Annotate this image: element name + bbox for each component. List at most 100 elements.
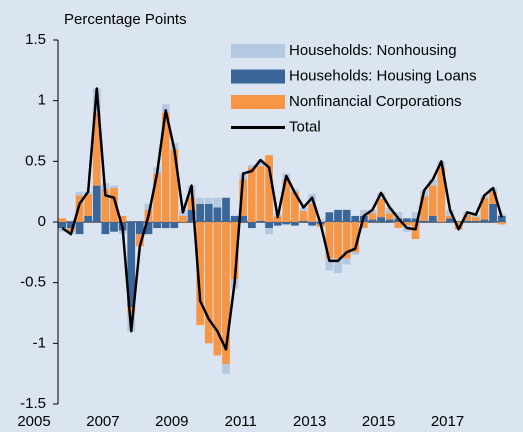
bar xyxy=(101,189,110,222)
bar xyxy=(359,209,368,216)
bar xyxy=(135,234,144,247)
bar xyxy=(463,220,472,222)
bar xyxy=(170,222,179,229)
bar xyxy=(58,218,67,222)
bar xyxy=(239,179,248,216)
bar xyxy=(403,222,411,226)
bar xyxy=(161,104,170,113)
bar xyxy=(446,215,454,219)
bar xyxy=(67,222,75,229)
bar xyxy=(394,222,403,229)
bar xyxy=(463,214,472,221)
bar xyxy=(385,219,394,222)
bar xyxy=(342,209,351,222)
x-tick-label: 2015 xyxy=(362,413,395,430)
y-tick-label: 1 xyxy=(38,92,46,109)
bar xyxy=(368,219,377,222)
bar xyxy=(58,228,67,232)
bar xyxy=(420,196,429,221)
bar xyxy=(403,218,411,222)
x-tick-label: 2005 xyxy=(17,413,50,430)
bar xyxy=(58,222,67,229)
bar xyxy=(308,203,317,222)
legend-swatch xyxy=(231,95,285,109)
bar xyxy=(187,209,196,222)
bar xyxy=(489,191,497,204)
legend-label: Total xyxy=(289,118,321,135)
bar xyxy=(480,197,489,220)
bar xyxy=(196,222,205,326)
bar xyxy=(342,258,351,265)
y-tick-label: -0.5 xyxy=(20,274,46,291)
bar xyxy=(213,197,222,208)
x-tick-label: 2009 xyxy=(155,413,188,430)
bar xyxy=(92,185,101,222)
bar xyxy=(325,222,334,259)
bar xyxy=(291,191,299,222)
bar xyxy=(110,222,118,232)
bar xyxy=(170,149,179,222)
bar xyxy=(213,222,222,356)
bar xyxy=(110,185,118,189)
bar xyxy=(471,217,480,221)
bar xyxy=(161,222,170,229)
bar xyxy=(273,222,282,226)
bar xyxy=(222,197,230,222)
legend-swatch xyxy=(231,69,285,84)
bar xyxy=(342,222,351,259)
bar xyxy=(411,212,420,219)
total-line xyxy=(61,87,503,351)
bar xyxy=(282,222,291,225)
bar xyxy=(411,218,420,222)
legend-label: Households: Housing Loans xyxy=(289,67,477,84)
bar xyxy=(428,215,437,222)
y-tick-label: 0 xyxy=(38,213,46,230)
bar xyxy=(446,218,454,222)
bar xyxy=(471,220,480,222)
legend-label: Nonfinancial Corporations xyxy=(289,93,462,110)
bar xyxy=(497,222,506,225)
bar xyxy=(75,195,84,222)
bar xyxy=(144,222,153,235)
y-tick-label: 1.5 xyxy=(25,31,46,48)
bar xyxy=(325,258,334,271)
bar xyxy=(256,220,265,222)
bar xyxy=(265,228,273,235)
bar xyxy=(351,222,360,253)
bar xyxy=(127,222,136,307)
bar xyxy=(144,203,153,210)
bar xyxy=(75,191,84,196)
bar xyxy=(368,209,377,214)
bar xyxy=(222,222,230,364)
bar xyxy=(351,215,360,222)
bar xyxy=(247,222,256,229)
bar xyxy=(428,185,437,216)
legend-label: Households: Nonhousing xyxy=(289,42,457,59)
bar xyxy=(377,192,385,199)
bar xyxy=(265,222,273,229)
bar xyxy=(308,222,317,226)
bar xyxy=(187,197,196,210)
y-tick-label: 0.5 xyxy=(25,152,46,169)
x-tick-label: 2011 xyxy=(225,413,257,430)
bar xyxy=(230,222,239,280)
bar xyxy=(204,203,213,222)
bar xyxy=(196,203,205,222)
bar xyxy=(299,220,308,222)
bar xyxy=(368,213,377,220)
legend-swatch xyxy=(231,44,285,58)
x-tick-label: 2017 xyxy=(431,413,464,430)
bar xyxy=(334,209,342,222)
bar xyxy=(179,215,187,222)
bar xyxy=(118,215,127,222)
bar xyxy=(222,363,230,374)
x-tick-label: 2007 xyxy=(86,413,119,430)
bar xyxy=(84,215,93,222)
y-tick-label: -1.5 xyxy=(20,395,46,412)
bar xyxy=(256,160,265,167)
bar xyxy=(247,167,256,222)
bar xyxy=(127,306,136,313)
bar xyxy=(437,167,446,222)
bar xyxy=(282,179,291,222)
bar xyxy=(84,194,93,216)
